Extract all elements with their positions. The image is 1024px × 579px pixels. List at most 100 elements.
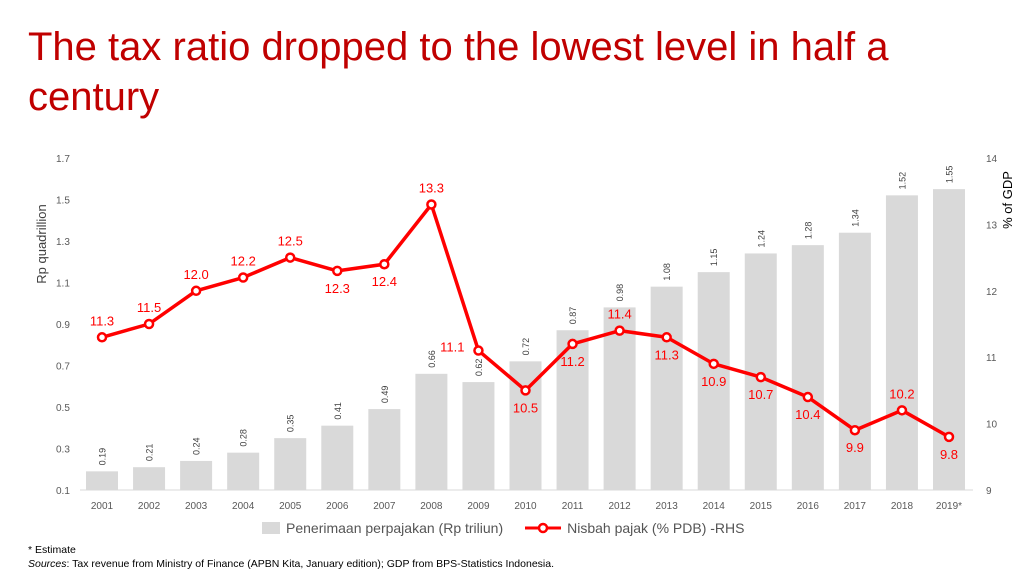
footnote: * Estimate (28, 544, 76, 556)
y2-tick-label: 14 (986, 154, 998, 165)
y2-tick-label: 11 (986, 353, 997, 364)
sources-label: Sources (28, 558, 67, 570)
bar (415, 373, 448, 490)
x-tick-label: 2002 (138, 501, 161, 512)
line-value-label: 10.7 (748, 387, 773, 402)
bar (744, 253, 777, 490)
y-tick-label: 1.7 (56, 154, 70, 165)
bar (133, 467, 166, 490)
x-tick-label: 2013 (656, 501, 679, 512)
x-tick-label: 2006 (326, 501, 349, 512)
line-value-label: 9.9 (846, 440, 864, 455)
line-value-label: 11.1 (440, 340, 464, 355)
bar (650, 286, 683, 490)
bar-value-label: 0.41 (333, 402, 343, 420)
line-point (567, 338, 578, 350)
line-value-label: 11.2 (560, 354, 584, 369)
legend: Penerimaan perpajakan (Rp triliun) Nisba… (262, 520, 745, 536)
bar (885, 195, 918, 490)
line-value-label: 10.5 (513, 400, 538, 415)
y-tick-label: 0.3 (56, 445, 70, 456)
bar-value-label: 0.19 (98, 448, 108, 466)
line-point (96, 332, 108, 343)
line-point (379, 258, 390, 270)
bar-value-label: 1.08 (662, 263, 672, 281)
line-value-label: 10.9 (701, 374, 726, 389)
line-value-label: 12.5 (278, 234, 303, 249)
bar-value-label: 0.24 (192, 437, 202, 455)
line-value-label: 13.3 (419, 180, 444, 195)
bar (603, 307, 636, 490)
bar-value-label: 0.21 (145, 444, 155, 462)
y2-axis-title: % of GDP (1000, 171, 1015, 229)
line-point (661, 332, 672, 343)
bar-value-label: 1.55 (945, 166, 955, 184)
legend-item-line: Nisbah pajak (% PDB) -RHS (525, 520, 745, 536)
line-point (896, 405, 908, 416)
x-tick-label: 2016 (797, 501, 820, 512)
bar (368, 409, 401, 490)
x-tick-label: 2012 (608, 501, 631, 512)
x-tick-label: 2004 (232, 501, 255, 512)
line-value-label: 12.0 (183, 267, 208, 282)
line-point (708, 358, 719, 370)
sources-text: : Tax revenue from Ministry of Finance (… (66, 558, 555, 570)
line-point (143, 318, 155, 330)
bar (180, 460, 213, 490)
bar-value-label: 0.62 (474, 359, 484, 377)
y-tick-label: 0.5 (56, 403, 70, 414)
bar (274, 438, 307, 490)
line-value-label: 11.3 (90, 313, 114, 328)
y2-tick-label: 10 (986, 420, 998, 431)
bar-value-label: 1.28 (803, 222, 813, 240)
y-tick-label: 0.9 (56, 320, 70, 331)
line-point (190, 285, 202, 297)
bar (791, 245, 824, 490)
line-value-label: 12.3 (325, 281, 350, 296)
bar (838, 232, 871, 490)
legend-line-swatch (525, 522, 562, 534)
x-tick-label: 2003 (185, 501, 208, 512)
y-tick-label: 1.5 (56, 196, 70, 207)
bar-value-label: 1.15 (709, 249, 719, 267)
line-point (520, 385, 531, 396)
line-value-label: 10.2 (889, 386, 914, 401)
line-point (849, 424, 861, 436)
bar-value-label: 1.24 (756, 230, 766, 248)
line-point (332, 265, 343, 277)
x-tick-label: 2005 (279, 501, 302, 512)
x-tick-label: 2008 (420, 501, 443, 512)
x-tick-label: 2017 (844, 501, 867, 512)
bar-value-label: 1.52 (897, 172, 907, 190)
bar-value-label: 0.28 (239, 429, 249, 447)
line-value-label: 9.8 (940, 447, 958, 462)
line-value-label: 12.2 (231, 254, 256, 269)
bar (227, 452, 260, 490)
x-tick-label: 2001 (91, 501, 114, 512)
y2-tick-label: 13 (986, 220, 998, 231)
bar-value-label: 0.49 (380, 386, 390, 404)
line-value-label: 11.4 (607, 307, 631, 322)
x-tick-label: 2011 (562, 501, 584, 512)
legend-item-bar: Penerimaan perpajakan (Rp triliun) (262, 520, 503, 536)
legend-line-label: Nisbah pajak (% PDB) -RHS (567, 520, 745, 536)
y2-tick-label: 9 (986, 486, 992, 497)
bar-value-label: 0.72 (521, 338, 531, 356)
line-point (237, 272, 249, 283)
line-point (284, 252, 296, 263)
y-tick-label: 1.3 (56, 237, 70, 248)
line-point (473, 345, 484, 356)
bar (86, 471, 118, 490)
line-value-label: 10.4 (795, 407, 820, 422)
bar-value-label: 1.34 (850, 209, 860, 227)
x-tick-label: 2009 (467, 501, 490, 512)
x-tick-label: 2019* (936, 501, 962, 512)
bar (462, 382, 495, 490)
bar-value-label: 0.87 (568, 307, 578, 325)
legend-bar-swatch (262, 522, 280, 534)
line-point (755, 371, 767, 383)
line-point (802, 391, 814, 403)
bar (321, 425, 354, 490)
line-value-label: 11.3 (654, 347, 678, 362)
bar-value-label: 0.98 (615, 284, 625, 302)
